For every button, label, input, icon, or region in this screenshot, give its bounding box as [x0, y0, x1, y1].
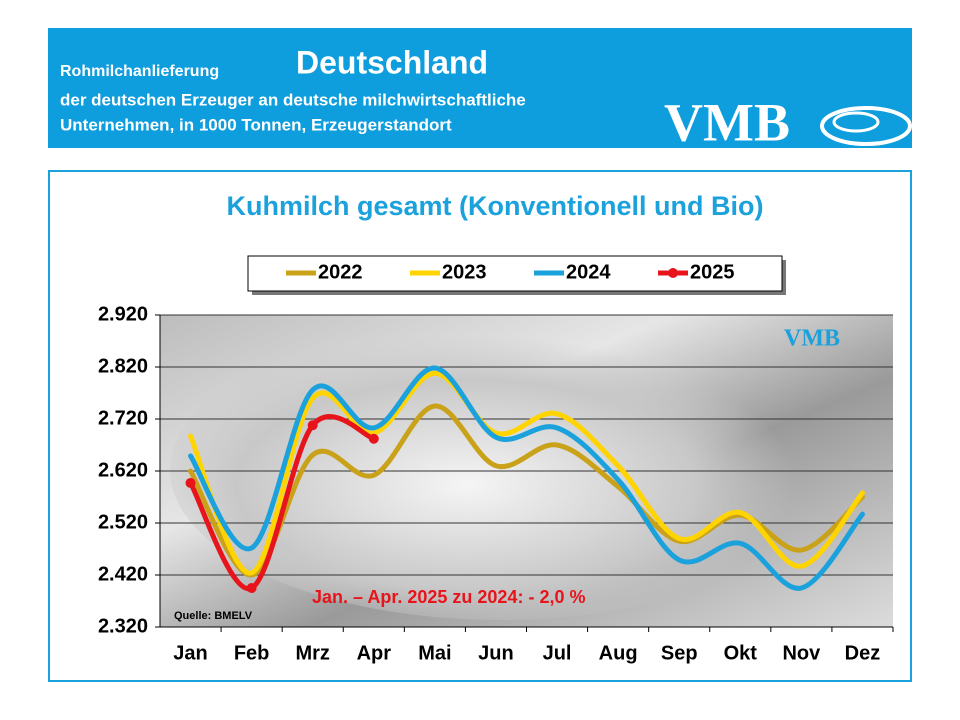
- legend-label: 2024: [566, 261, 611, 283]
- header-title: Deutschland: [296, 44, 488, 80]
- x-tick-label: Okt: [724, 642, 758, 664]
- legend-label: 2023: [442, 261, 487, 283]
- logo: VMB: [664, 92, 790, 152]
- x-tick-label: Mai: [418, 642, 451, 664]
- legend: [247, 255, 783, 292]
- x-tick-label: Dez: [845, 642, 881, 664]
- y-tick-label: 2.420: [98, 563, 148, 585]
- y-tick-label: 2.920: [98, 303, 148, 325]
- y-tick-label: 2.320: [98, 615, 148, 637]
- x-tick-label: Feb: [234, 642, 270, 664]
- x-tick-label: Aug: [599, 642, 638, 664]
- series-marker: [246, 583, 257, 593]
- annotation: Jan. – Apr. 2025 zu 2024: - 2,0 %: [312, 587, 585, 607]
- y-tick-label: 2.720: [98, 407, 148, 429]
- logo-swirl: [820, 106, 912, 146]
- series-marker: [307, 420, 318, 431]
- x-tick-label: Sep: [661, 642, 698, 664]
- series-line: [188, 370, 865, 576]
- series-marker: [185, 477, 196, 488]
- x-tick-label: Jul: [543, 642, 572, 664]
- x-tick-label: Apr: [357, 642, 392, 664]
- watermark: VMB: [784, 326, 840, 352]
- source: Quelle: BMELV: [174, 610, 253, 622]
- y-tick-label: 2.620: [98, 459, 148, 481]
- series-line: [188, 414, 377, 591]
- header-line: Unternehmen, in 1000 Tonnen, Erzeugersta…: [60, 115, 452, 134]
- y-tick-label: 2.520: [98, 511, 148, 533]
- y-tick-label: 2.820: [98, 355, 148, 377]
- legend-label: 2022: [318, 261, 363, 283]
- x-tick-label: Jan: [173, 642, 207, 664]
- legend-marker: [668, 268, 678, 278]
- x-tick-label: Mrz: [295, 642, 329, 664]
- logo-swirl: [832, 111, 880, 133]
- header-label: Rohmilchanlieferung: [60, 63, 219, 80]
- x-tick-label: Nov: [782, 642, 821, 664]
- series-line: [188, 365, 865, 591]
- legend-label: 2025: [690, 261, 735, 283]
- x-tick-label: Jun: [478, 642, 514, 664]
- chart-title: Kuhmilch gesamt (Konventionell und Bio): [226, 191, 763, 221]
- header-line: der deutschen Erzeuger an deutsche milch…: [60, 90, 526, 109]
- series-marker: [368, 433, 379, 444]
- header-band: [48, 28, 912, 148]
